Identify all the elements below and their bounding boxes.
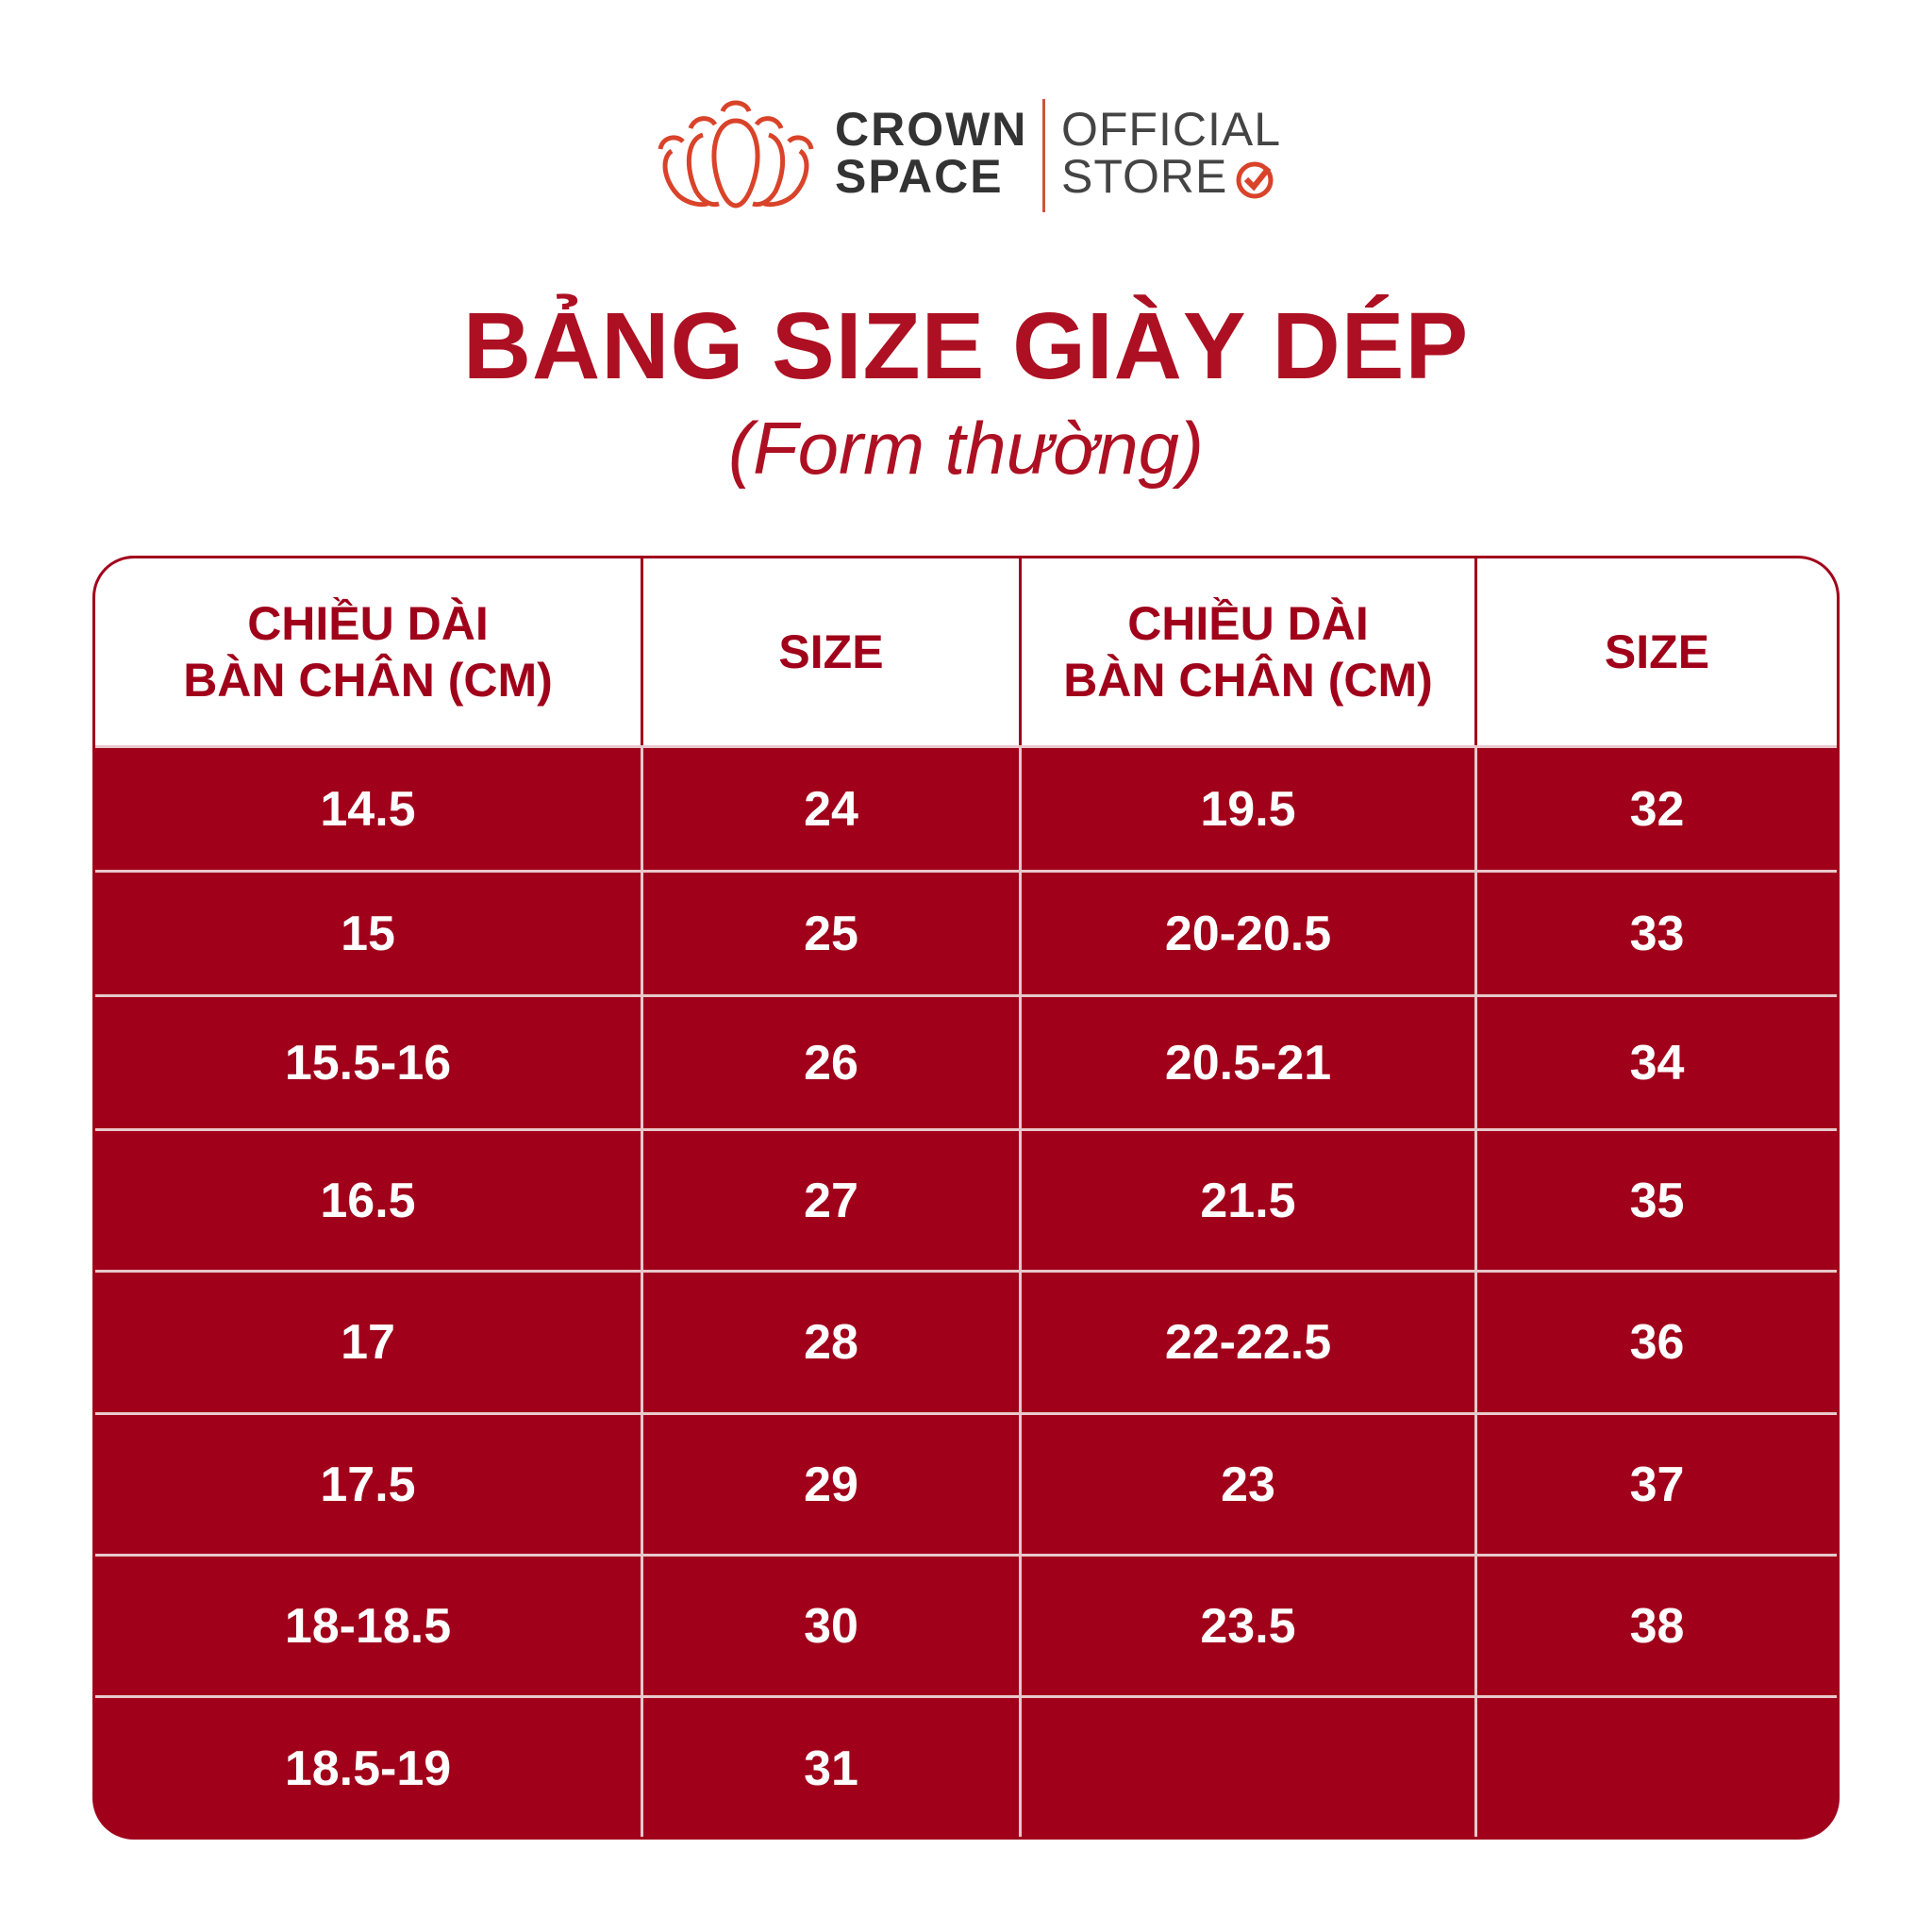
table-row: 18.5-19 31 [95,1695,1837,1837]
table-row: 18-18.5 30 23.5 38 [95,1554,1837,1695]
table-cell: 32 [1629,781,1685,837]
table-cell: 33 [1629,906,1685,961]
table-cell: 34 [1629,1035,1685,1091]
check-circle-icon [1236,161,1274,199]
brand-line-2: SPACE [835,150,1004,203]
table-cell: 25 [643,873,1022,994]
table-cell: 29 [643,1415,1022,1554]
table-cell: 14.5 [95,748,643,870]
table-row: 14.5 24 19.5 32 [95,745,1837,870]
page-title: BẢNG SIZE GIÀY DÉP [462,293,1470,399]
table-cell: 36 [1629,1315,1685,1370]
table-cell: 15.5-16 [95,997,643,1128]
column-header: CHIỀU DÀI BÀN CHÂN (CM) [95,558,643,745]
table-cell: 23.5 [1022,1557,1477,1695]
table-cell: 19.5 [1022,748,1477,870]
table-cell: 18.5-19 [95,1698,643,1837]
brand-line-1: CROWN [835,103,1028,156]
table-cell: 18-18.5 [95,1557,643,1695]
table-cell: 26 [643,997,1022,1128]
table-cell [1022,1698,1477,1837]
table-cell: 28 [643,1273,1022,1412]
table-cell [1477,1698,1837,1837]
table-cell: 23 [1022,1415,1477,1554]
table-row: 17.5 29 23 37 [95,1412,1837,1554]
table-cell: 17 [95,1273,643,1412]
store-line-1: OFFICIAL [1061,103,1282,156]
table-row: 17 28 22-22.5 36 [95,1270,1837,1412]
table-cell: 17.5 [95,1415,643,1554]
size-table: CHIỀU DÀI BÀN CHÂN (CM) SIZE CHIỀU DÀI BÀN… [92,556,1840,1840]
logo-divider [1042,99,1045,212]
table-cell: 16.5 [95,1131,643,1270]
column-header: SIZE [643,558,1022,745]
table-cell: 20.5-21 [1022,997,1477,1128]
table-row: 15 25 20-20.5 33 [95,870,1837,994]
page-subtitle: (Form thường) [728,407,1204,490]
table-cell: 24 [643,748,1022,870]
column-header: CHIỀU DÀI BÀN CHÂN (CM) [1022,558,1477,745]
crown-lotus-icon [658,100,814,208]
store-line-2: STORE [1061,150,1228,203]
table-cell: 38 [1629,1598,1685,1654]
table-cell: 37 [1629,1457,1685,1512]
table-cell: 21.5 [1022,1131,1477,1270]
table-cell: 20-20.5 [1022,873,1477,994]
table-cell: 35 [1629,1173,1685,1228]
table-cell: 31 [643,1698,1022,1837]
table-header-row: CHIỀU DÀI BÀN CHÂN (CM) SIZE CHIỀU DÀI BÀN… [95,558,1837,745]
table-row: 15.5-16 26 20.5-21 34 [95,994,1837,1128]
column-header: SIZE [1477,558,1837,745]
table-cell: 22-22.5 [1022,1273,1477,1412]
table-row: 16.5 27 21.5 35 [95,1128,1837,1270]
table-cell: 30 [643,1557,1022,1695]
table-cell: 15 [95,873,643,994]
table-cell: 27 [643,1131,1022,1270]
